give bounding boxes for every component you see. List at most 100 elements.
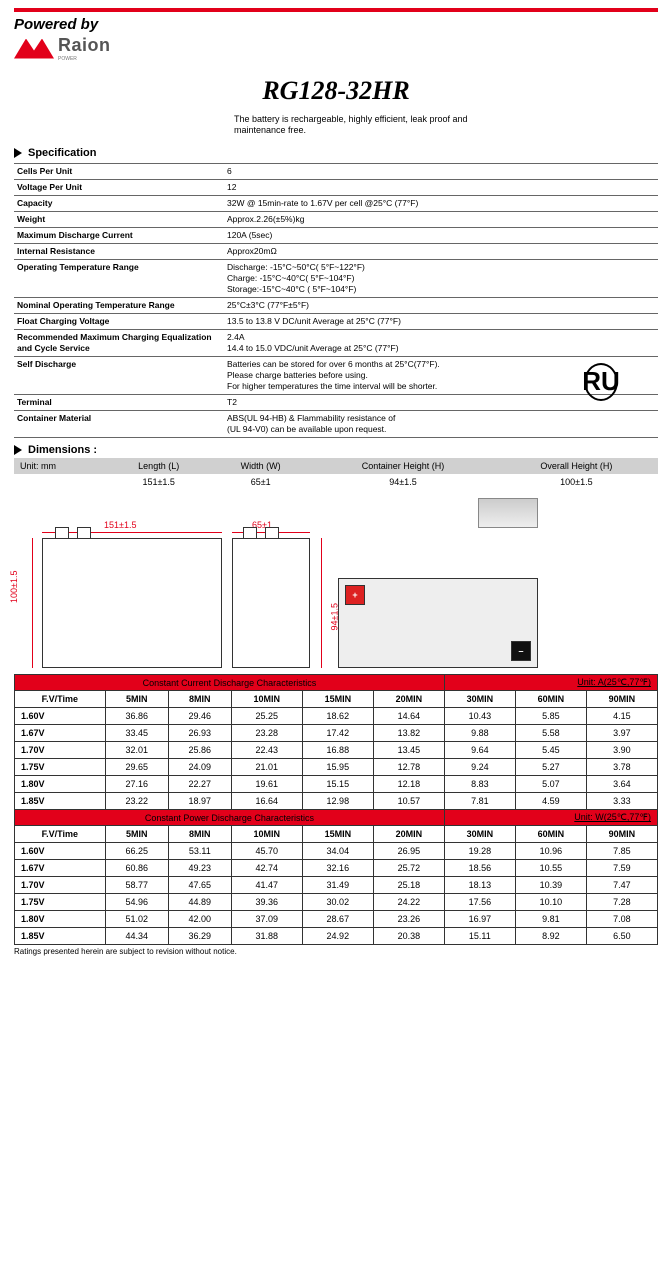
cell: 12.78 <box>373 759 444 776</box>
cell: 5.85 <box>515 708 586 725</box>
spec-key: Terminal <box>14 395 224 411</box>
dim-col: Width (W) <box>210 458 311 474</box>
col: 60MIN <box>515 826 586 843</box>
cell: 17.56 <box>444 894 515 911</box>
cell: 3.97 <box>586 725 657 742</box>
spec-key: Internal Resistance <box>14 243 224 259</box>
col: 15MIN <box>302 691 373 708</box>
col: 30MIN <box>444 691 515 708</box>
cell: 33.45 <box>105 725 168 742</box>
cell: 15.95 <box>302 759 373 776</box>
cell: 44.89 <box>168 894 231 911</box>
cell: 27.16 <box>105 776 168 793</box>
cell: 24.92 <box>302 928 373 945</box>
cell: 13.45 <box>373 742 444 759</box>
cell: 3.33 <box>586 793 657 810</box>
cell: 5.45 <box>515 742 586 759</box>
spec-value: 2.4A14.4 to 15.0 VDC/unit Average at 25°… <box>224 330 658 357</box>
cell: 14.64 <box>373 708 444 725</box>
powered-by-label: Powered by <box>14 16 111 33</box>
col-head: F.V/Time <box>15 826 106 843</box>
col: 60MIN <box>515 691 586 708</box>
cell: 47.65 <box>168 877 231 894</box>
cell: 12.98 <box>302 793 373 810</box>
spec-value: 12 <box>224 179 658 195</box>
row-key: 1.70V <box>15 742 106 759</box>
spec-key: Self Discharge <box>14 357 224 395</box>
cell: 3.64 <box>586 776 657 793</box>
cell: 51.02 <box>105 911 168 928</box>
side-view <box>232 538 310 668</box>
col: 20MIN <box>373 826 444 843</box>
spec-value: 32W @ 15min-rate to 1.67V per cell @25°C… <box>224 195 658 211</box>
spec-key: Maximum Discharge Current <box>14 227 224 243</box>
cell: 7.81 <box>444 793 515 810</box>
spec-key: Operating Temperature Range <box>14 259 224 297</box>
cell: 12.18 <box>373 776 444 793</box>
cell: 9.64 <box>444 742 515 759</box>
cell: 17.42 <box>302 725 373 742</box>
cell: 9.81 <box>515 911 586 928</box>
spec-value: Approx20mΩ <box>224 243 658 259</box>
cell: 29.46 <box>168 708 231 725</box>
row-key: 1.60V <box>15 708 106 725</box>
col: 90MIN <box>586 826 657 843</box>
col: 15MIN <box>302 826 373 843</box>
cell: 13.82 <box>373 725 444 742</box>
col: 8MIN <box>168 826 231 843</box>
cell: 22.43 <box>231 742 302 759</box>
row-key: 1.67V <box>15 725 106 742</box>
cell: 31.88 <box>231 928 302 945</box>
cell: 42.74 <box>231 860 302 877</box>
cell: 7.59 <box>586 860 657 877</box>
cell: 4.59 <box>515 793 586 810</box>
col: 10MIN <box>231 691 302 708</box>
cell: 45.70 <box>231 843 302 860</box>
cell: 36.86 <box>105 708 168 725</box>
triangle-icon <box>14 148 22 158</box>
cell: 10.57 <box>373 793 444 810</box>
front-view <box>42 538 222 668</box>
spec-value: 120A (5sec) <box>224 227 658 243</box>
row-key: 1.85V <box>15 928 106 945</box>
cell: 58.77 <box>105 877 168 894</box>
cell: 41.47 <box>231 877 302 894</box>
spec-table: Cells Per Unit6Voltage Per Unit12Capacit… <box>14 163 658 439</box>
col: 20MIN <box>373 691 444 708</box>
cell: 10.39 <box>515 877 586 894</box>
logo-text: Raion <box>58 35 111 56</box>
spec-key: Weight <box>14 211 224 227</box>
row-key: 1.67V <box>15 860 106 877</box>
cell: 22.27 <box>168 776 231 793</box>
cell: 60.86 <box>105 860 168 877</box>
cell: 9.24 <box>444 759 515 776</box>
cell: 39.36 <box>231 894 302 911</box>
cell: 44.34 <box>105 928 168 945</box>
dim-val: 151±1.5 <box>107 474 210 490</box>
cell: 25.18 <box>373 877 444 894</box>
cell: 26.93 <box>168 725 231 742</box>
cell: 18.97 <box>168 793 231 810</box>
spec-key: Cells Per Unit <box>14 163 224 179</box>
cell: 49.23 <box>168 860 231 877</box>
cell: 23.22 <box>105 793 168 810</box>
col: 8MIN <box>168 691 231 708</box>
logo-subtext: POWER <box>58 56 111 62</box>
dim-unit-label: Unit: mm <box>14 458 107 474</box>
cell: 53.11 <box>168 843 231 860</box>
cell: 42.00 <box>168 911 231 928</box>
footnote: Ratings presented herein are subject to … <box>14 947 658 956</box>
cell: 4.15 <box>586 708 657 725</box>
cell: 7.28 <box>586 894 657 911</box>
dim-col: Container Height (H) <box>311 458 495 474</box>
row-key: 1.75V <box>15 894 106 911</box>
product-title: RG128-32HR <box>14 76 658 106</box>
logo-mark-icon <box>14 39 54 59</box>
row-key: 1.80V <box>15 911 106 928</box>
row-key: 1.70V <box>15 877 106 894</box>
row-key: 1.75V <box>15 759 106 776</box>
dim-val: 100±1.5 <box>495 474 658 490</box>
cell: 6.50 <box>586 928 657 945</box>
power-discharge-table: Constant Power Discharge Characteristics… <box>14 809 658 945</box>
col: 5MIN <box>105 691 168 708</box>
